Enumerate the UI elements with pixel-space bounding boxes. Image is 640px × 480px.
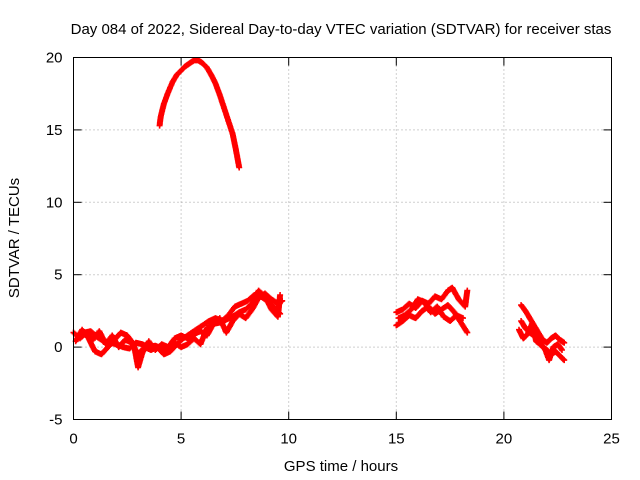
y-tick-label: -5 [49,412,62,429]
data-point-track [74,287,284,353]
x-tick-label: 10 [280,431,297,448]
y-tick-label: 15 [46,122,63,139]
data-series [70,284,568,371]
x-tick-label: 15 [388,431,405,448]
data-point-track [516,320,565,364]
y-tick-label: 20 [46,50,63,67]
y-tick-label: 5 [54,267,62,284]
x-tick-label: 0 [69,431,77,448]
y-axis-label: SDTVAR / TECUs [6,178,23,298]
x-tick-label: 25 [603,431,620,448]
tick-layer [73,57,612,420]
data-point-track [156,57,243,171]
y-tick-label: 0 [54,339,62,356]
data-layer [70,57,568,371]
chart-title: Day 084 of 2022, Sidereal Day-to-day VTE… [71,21,612,38]
data-series [156,57,243,171]
x-tick-label: 5 [177,431,185,448]
x-tick-label: 20 [496,431,513,448]
tick-label-layer: 0 5 10 15 20 25 -5 0 5 10 15 20 [46,50,620,448]
grid-layer [73,57,612,420]
data-point-track [395,296,466,324]
plot-frame [73,57,612,420]
y-tick-label: 10 [46,194,63,211]
x-axis-label: GPS time / hours [284,458,398,475]
